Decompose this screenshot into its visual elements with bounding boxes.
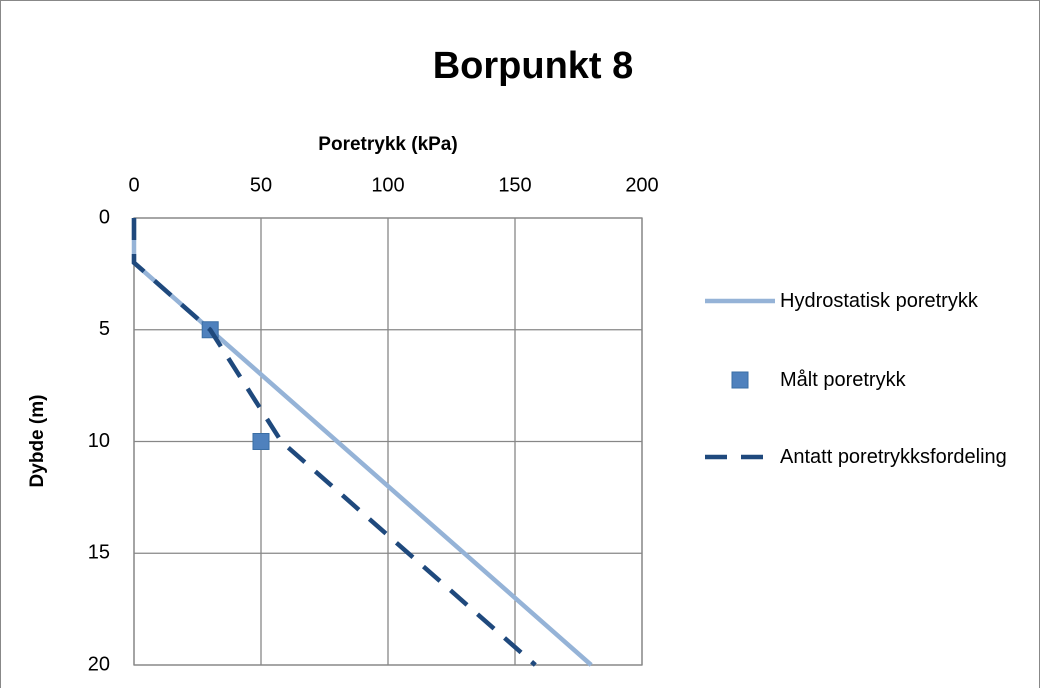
x-tick-label: 100 xyxy=(371,174,404,196)
y-axis-title: Dybde (m) xyxy=(27,395,48,488)
marker xyxy=(731,371,749,389)
marker xyxy=(252,433,270,450)
plot-border xyxy=(133,217,643,666)
chart-title: Borpunkt 8 xyxy=(433,45,634,87)
legend-label: Hydrostatisk poretrykk xyxy=(780,290,978,312)
legend-label: Målt poretrykk xyxy=(780,369,906,391)
x-axis-title: Poretrykk (kPa) xyxy=(318,134,457,155)
y-tick-label: 20 xyxy=(88,653,110,675)
series-line xyxy=(131,218,537,667)
legend-label: Antatt poretrykksfordeling xyxy=(780,446,1007,468)
y-tick-label: 15 xyxy=(88,542,110,564)
x-tick-label: 50 xyxy=(250,174,272,196)
x-tick-label: 150 xyxy=(498,174,531,196)
x-tick-label: 0 xyxy=(128,174,139,196)
y-tick-label: 0 xyxy=(99,206,110,228)
y-tick-label: 5 xyxy=(99,318,110,340)
x-tick-label: 200 xyxy=(625,174,658,196)
y-tick-label: 10 xyxy=(88,430,110,452)
